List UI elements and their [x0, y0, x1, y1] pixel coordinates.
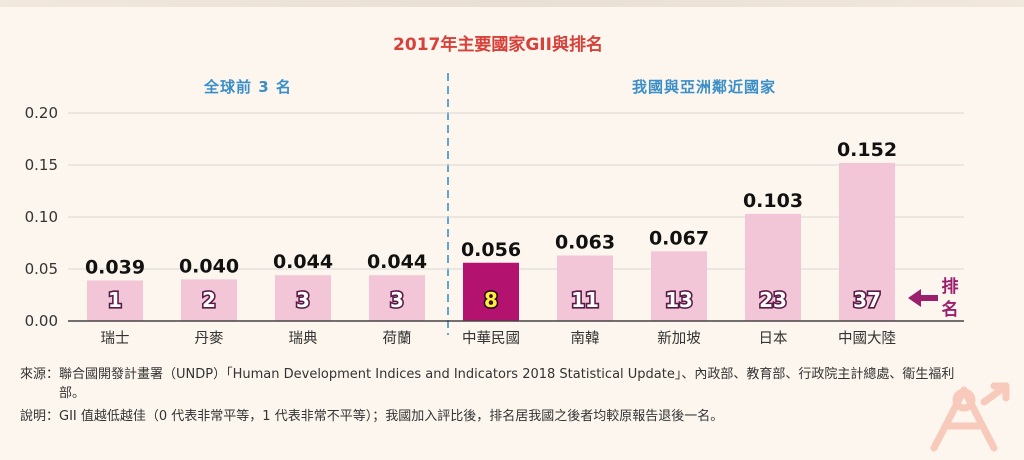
value-label: 0.056 — [461, 239, 521, 261]
y-tick-label: 0.10 — [25, 208, 58, 226]
group-label-asia: 我國與亞洲鄰近國家 — [632, 78, 776, 96]
bar — [463, 262, 519, 321]
bar — [839, 162, 895, 321]
rank-label: 23 — [759, 288, 787, 312]
rank-label: 13 — [665, 288, 693, 312]
explain-lead: 說明： — [20, 409, 60, 424]
value-label: 0.152 — [837, 139, 897, 161]
rank-arrow-icon — [908, 289, 938, 307]
bar — [275, 275, 331, 321]
rank-labels: 1 2 3 3 8 11 13 23 37 — [106, 286, 882, 313]
category-label: 丹麥 — [195, 330, 224, 347]
bar — [557, 255, 613, 321]
value-label: 0.040 — [179, 255, 239, 277]
notes: 來源： 聯合國開發計畫署（UNDP）「Human Development Ind… — [20, 365, 980, 430]
value-label: 0.063 — [555, 231, 615, 253]
value-label: 0.044 — [273, 251, 333, 273]
category-labels: 瑞士 丹麥 瑞典 荷蘭 中華民國 南韓 新加坡 日本 中國大陸 — [101, 330, 897, 347]
rank-label: 37 — [853, 288, 881, 312]
category-label: 南韓 — [571, 330, 600, 347]
category-label: 新加坡 — [657, 330, 701, 347]
value-label: 0.067 — [649, 227, 709, 249]
top-decorative-strip — [0, 0, 1024, 7]
rank-label: 2 — [202, 288, 216, 312]
bar — [87, 280, 143, 321]
rank-label: 8 — [484, 288, 498, 312]
source-text: 聯合國開發計畫署（UNDP）「Human Development Indices… — [59, 367, 955, 401]
category-label: 瑞典 — [289, 330, 318, 347]
bar — [369, 275, 425, 321]
y-tick-label: 0.05 — [25, 260, 58, 278]
y-axis-ticks: 0.00 0.05 0.10 0.15 0.20 — [25, 104, 58, 330]
value-label: 0.039 — [85, 256, 145, 278]
explain-text: GII 值越低越佳（0 代表非常平等，1 代表非常不平等）；我國加入評比後，排名… — [59, 409, 724, 424]
rank-label-top: 排 — [942, 276, 959, 297]
category-label: 瑞士 — [101, 330, 130, 347]
category-label: 日本 — [759, 330, 788, 347]
category-label: 荷蘭 — [383, 330, 412, 347]
value-labels: 0.039 0.040 0.044 0.044 0.056 0.063 0.067 0.103… — [85, 139, 897, 279]
group-label-top3: 全球前 3 名 — [203, 78, 292, 96]
bar — [745, 213, 801, 321]
y-tick-label: 0.15 — [25, 156, 58, 174]
value-label: 0.103 — [743, 190, 803, 212]
rank-label: 11 — [571, 288, 599, 312]
source-note: 來源： 聯合國開發計畫署（UNDP）「Human Development Ind… — [20, 365, 980, 403]
explain-note: 說明： GII 值越低越佳（0 代表非常平等，1 代表非常不平等）；我國加入評比… — [20, 407, 980, 426]
gender-equality-logo-icon — [930, 382, 1010, 452]
rank-indicator: 排 名 — [908, 276, 959, 320]
rank-label-bottom: 名 — [942, 299, 959, 320]
category-label: 中華民國 — [462, 330, 520, 347]
y-tick-label: 0.20 — [25, 104, 58, 122]
chart-title: 2017年主要國家GII與排名 — [393, 34, 603, 55]
gii-bar-chart: 2017年主要國家GII與排名 全球前 3 名 我國與亞洲鄰近國家 0.000.… — [25, 34, 964, 347]
grid-layer — [68, 112, 964, 270]
rank-label: 3 — [390, 288, 404, 312]
y-tick-label: 0.00 — [25, 312, 58, 330]
bar — [181, 279, 237, 321]
bar — [651, 251, 707, 321]
rank-label: 1 — [108, 288, 122, 312]
category-label: 中國大陸 — [838, 330, 896, 347]
rank-label: 3 — [296, 288, 310, 312]
source-lead: 來源： — [20, 367, 60, 382]
bars — [87, 162, 895, 321]
value-label: 0.044 — [367, 251, 427, 273]
